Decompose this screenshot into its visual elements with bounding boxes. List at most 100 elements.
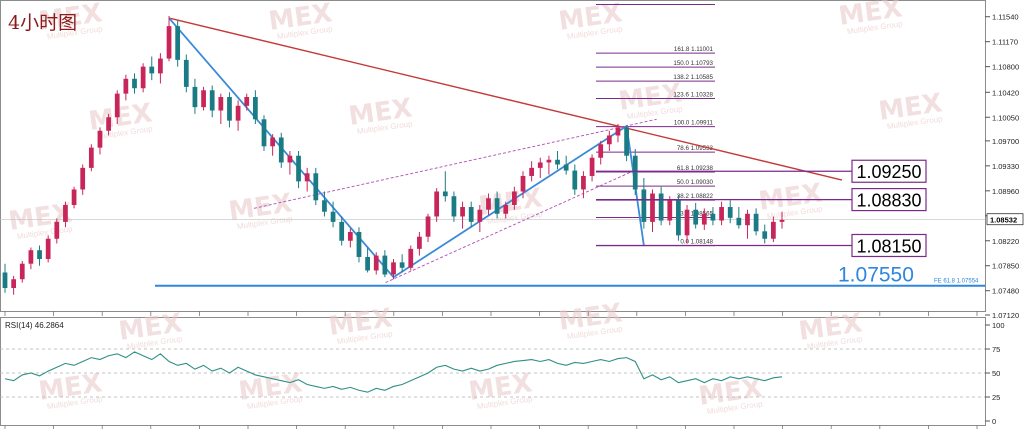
price-tick-label: 1.08220 — [992, 237, 1019, 246]
candle-body — [451, 196, 457, 217]
price-tick-label: 1.08960 — [992, 187, 1019, 196]
candle-body — [313, 173, 319, 201]
candle-body — [632, 155, 638, 190]
candle-body — [140, 66, 146, 89]
candle-body — [468, 207, 474, 222]
candle-body — [408, 248, 414, 268]
candle-body — [477, 209, 483, 222]
fib-label: 161.8 1.11001 — [674, 46, 714, 53]
fib-label: 50.0 1.09030 — [677, 179, 714, 186]
candle-body — [45, 238, 51, 259]
key-level-label: 1.08150 — [856, 236, 921, 256]
candles — [2, 16, 785, 295]
price-axis: 1.11540 1.11170 1.10800 1.10420 1.10050 1.097… — [985, 13, 1024, 320]
candle-body — [132, 78, 137, 89]
price-tick-label: 1.07850 — [992, 262, 1019, 271]
key-level-box — [851, 233, 927, 258]
rsi-line — [4, 351, 783, 393]
candle-body — [11, 279, 17, 289]
rsi-pane — [0, 317, 986, 426]
candle-body — [347, 231, 353, 241]
candle-body — [710, 213, 716, 221]
key-level-box — [851, 159, 927, 183]
candle-body — [399, 262, 405, 268]
fibonacci-levels: 161.8 1.11001 150.0 1.10793 138.2 1.10585 1… — [596, 4, 715, 247]
candle-body — [615, 127, 621, 136]
candle-body — [356, 231, 362, 257]
rsi-tick-label: 100 — [992, 321, 1005, 330]
price-tick-label: 1.09330 — [992, 162, 1019, 171]
rsi-label: RSI(14) 46.2864 — [5, 321, 64, 330]
candle-body — [365, 256, 370, 271]
candle-body — [166, 26, 172, 59]
rsi-indicator: 100 75 50 25 0 — [0, 321, 1005, 426]
candle-body — [460, 207, 465, 217]
candle-body — [727, 207, 733, 218]
price-tick-label: 1.10050 — [992, 113, 1019, 122]
candle-body — [252, 97, 258, 120]
candle-body — [63, 204, 68, 222]
candle-body — [563, 164, 569, 171]
candle-body — [770, 221, 776, 239]
candle-body — [520, 175, 526, 192]
channel-lower-line — [385, 170, 633, 284]
candle-body — [581, 175, 586, 190]
candle-body — [442, 191, 448, 197]
candle-body — [589, 157, 595, 176]
fib-label: 123.6 1.10328 — [673, 91, 713, 98]
rsi-tick-label: 0 — [992, 417, 996, 426]
candle-body — [658, 193, 664, 221]
candle-body — [123, 78, 129, 94]
fe-level-label: 1.07550 — [838, 264, 914, 287]
candle-body — [572, 170, 578, 190]
candle-body — [158, 58, 163, 74]
candle-body — [244, 97, 250, 106]
candle-body — [417, 236, 422, 249]
price-tick-label: 1.09700 — [992, 137, 1019, 146]
candle-body — [693, 209, 699, 225]
candle-body — [676, 200, 681, 236]
key-level-label: 1.08830 — [856, 191, 921, 211]
candle-body — [650, 193, 655, 222]
candle-body — [80, 167, 86, 190]
candle-body — [192, 86, 198, 108]
candle-body — [209, 90, 215, 111]
fib-label: 0.0 1.08148 — [680, 239, 713, 246]
candle-body — [114, 93, 120, 118]
candle-body — [529, 167, 535, 176]
candle-body — [494, 198, 500, 214]
candle-body — [555, 159, 560, 165]
candle-body — [218, 97, 224, 111]
candle-body — [736, 217, 742, 226]
price-tick-label: 1.07480 — [992, 287, 1019, 296]
candle-body — [106, 117, 111, 131]
candle-body — [511, 191, 517, 205]
candle-body — [88, 147, 94, 168]
rsi-tick-label: 75 — [992, 345, 1000, 354]
candle-body — [606, 135, 612, 145]
resistance-trendline — [168, 17, 843, 181]
rsi-tick-label: 25 — [992, 393, 1000, 402]
candle-body — [684, 209, 690, 236]
candle-body — [753, 213, 759, 232]
fe-level-tag: FE 61.8 1.07554 — [934, 279, 979, 285]
main-pane — [0, 0, 986, 312]
candle-body — [425, 216, 431, 237]
price-tick-label: 1.11170 — [992, 38, 1018, 47]
key-level-box — [851, 187, 927, 212]
candle-body — [19, 263, 25, 280]
candle-body — [2, 272, 8, 289]
rsi-tick-label: 50 — [992, 369, 1000, 378]
candle-body — [261, 119, 267, 147]
key-level-label: 1.09250 — [856, 162, 921, 182]
candle-body — [37, 250, 42, 259]
candle-body — [227, 97, 232, 121]
candle-body — [486, 198, 491, 210]
candle-body — [270, 137, 276, 147]
candle-body — [235, 105, 241, 121]
price-tick-label: 1.10420 — [992, 88, 1019, 97]
candle-body — [322, 200, 327, 212]
